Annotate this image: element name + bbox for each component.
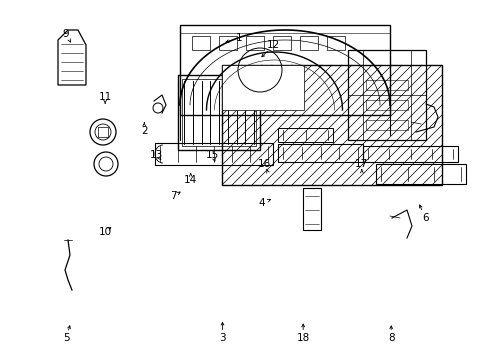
Text: 3: 3 (219, 333, 225, 343)
Text: 5: 5 (62, 333, 69, 343)
Text: 14: 14 (183, 175, 197, 185)
Text: 1: 1 (236, 33, 243, 43)
Bar (180, 25, 389, 115)
Text: 13: 13 (149, 150, 163, 160)
Bar (365, 100, 407, 110)
Bar (375, 164, 465, 184)
Text: 11: 11 (98, 92, 112, 102)
Text: 17: 17 (354, 159, 368, 169)
Bar (182, 79, 256, 146)
Bar (98, 127, 108, 137)
Bar (192, 36, 209, 50)
Bar (278, 128, 332, 142)
Bar (222, 65, 304, 110)
Text: 12: 12 (266, 40, 280, 50)
Text: 15: 15 (205, 150, 219, 160)
Bar (362, 146, 457, 162)
Bar (303, 188, 320, 230)
Bar (245, 36, 264, 50)
Bar (347, 50, 425, 140)
Text: 18: 18 (296, 333, 309, 343)
Text: 8: 8 (387, 333, 394, 343)
Bar (299, 36, 317, 50)
Text: 10: 10 (99, 227, 111, 237)
Text: 2: 2 (141, 126, 147, 136)
Text: 6: 6 (421, 213, 428, 223)
Bar (278, 144, 362, 162)
Bar (272, 36, 290, 50)
Bar (155, 143, 272, 165)
Bar (178, 75, 260, 150)
Bar (219, 36, 237, 50)
Bar (365, 120, 407, 130)
Bar (222, 65, 441, 185)
Bar (326, 36, 345, 50)
Text: 9: 9 (62, 29, 69, 39)
Text: 4: 4 (258, 198, 264, 208)
Text: 7: 7 (170, 191, 177, 201)
Bar (365, 80, 407, 90)
Text: 16: 16 (257, 159, 270, 169)
